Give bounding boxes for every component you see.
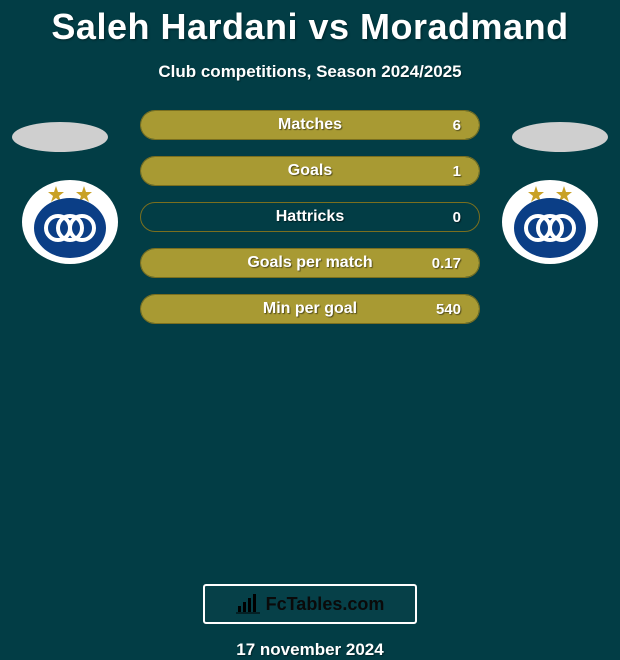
date-text: 17 november 2024 [0,640,620,660]
stat-value-right: 1 [453,163,461,180]
stat-row: Matches6 [140,110,480,140]
stat-value-right: 0 [453,209,461,226]
stat-value-right: 0.17 [432,255,461,272]
player-left-ellipse [12,122,108,152]
stat-label: Goals [141,162,479,180]
stat-label: Goals per match [141,254,479,272]
stat-row: Goals1 [140,156,480,186]
subtitle: Club competitions, Season 2024/2025 [0,62,620,82]
stat-value-right: 540 [436,301,461,318]
stat-label: Min per goal [141,300,479,318]
stat-row: Min per goal540 [140,294,480,324]
stat-row: Goals per match0.17 [140,248,480,278]
player-right-ellipse [512,122,608,152]
stat-label: Matches [141,116,479,134]
page-title: Saleh Hardani vs Moradmand [0,0,620,48]
brand-watermark: FcTables.com [203,584,417,624]
club-crest-right [500,178,600,266]
bar-chart-icon [236,594,260,614]
club-crest-left [20,178,120,266]
stat-value-right: 6 [453,117,461,134]
stat-label: Hattricks [141,208,479,226]
stat-row: Hattricks0 [140,202,480,232]
brand-text: FcTables.com [266,594,385,615]
